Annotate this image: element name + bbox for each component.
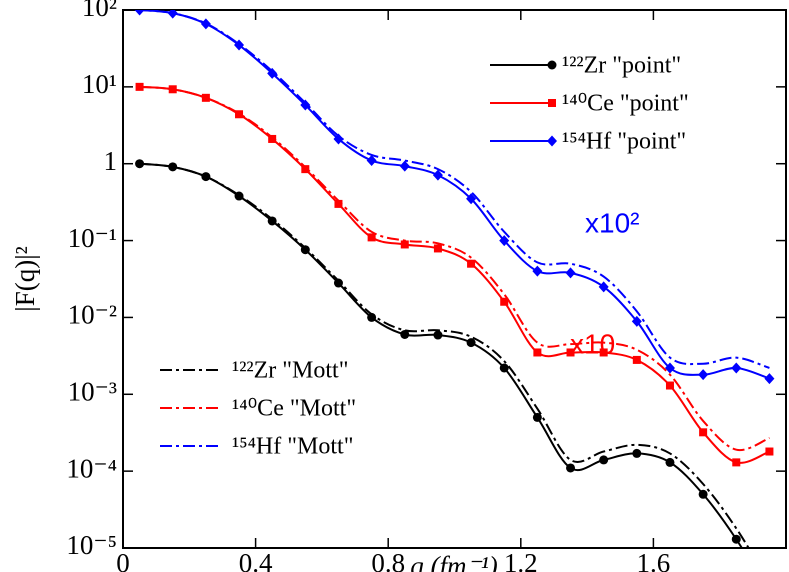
marker bbox=[731, 362, 742, 374]
marker bbox=[234, 39, 245, 51]
marker bbox=[433, 244, 442, 253]
marker bbox=[499, 235, 510, 247]
x-tick-label: 0 bbox=[116, 548, 130, 572]
legend-label: ¹²²Zr "Mott" bbox=[232, 358, 349, 384]
marker bbox=[699, 428, 708, 437]
marker bbox=[664, 362, 675, 374]
marker bbox=[400, 240, 409, 249]
marker bbox=[333, 278, 343, 288]
marker bbox=[566, 463, 576, 473]
marker bbox=[333, 133, 344, 145]
marker bbox=[547, 135, 557, 147]
marker bbox=[632, 448, 642, 458]
marker bbox=[467, 259, 476, 268]
y-axis-label: |F(q)|² bbox=[10, 246, 40, 311]
legend-label: ¹²²Zr "point" bbox=[562, 53, 681, 79]
marker bbox=[565, 267, 576, 279]
marker bbox=[599, 455, 609, 465]
marker bbox=[665, 457, 675, 467]
legend-label: ¹⁵⁴Hf "point" bbox=[562, 129, 686, 155]
marker bbox=[134, 10, 145, 16]
marker bbox=[532, 265, 543, 277]
marker bbox=[466, 193, 477, 205]
marker bbox=[632, 355, 641, 364]
marker bbox=[548, 99, 556, 107]
marker bbox=[665, 381, 674, 390]
plot-area bbox=[134, 10, 775, 548]
y-tick-label: 10⁻¹ bbox=[68, 223, 117, 253]
marker bbox=[764, 373, 775, 385]
y-tick-label: 10⁻² bbox=[68, 300, 117, 330]
x-tick-label: 0.8 bbox=[371, 548, 405, 572]
marker bbox=[731, 534, 741, 544]
y-tick-label: 10⁻³ bbox=[68, 376, 117, 406]
marker bbox=[200, 18, 211, 30]
legend-label: ¹⁵⁴Hf "Mott" bbox=[232, 434, 354, 460]
marker bbox=[300, 245, 310, 255]
series-line bbox=[139, 162, 750, 548]
marker bbox=[399, 160, 410, 172]
plot-frame bbox=[122, 9, 787, 549]
marker bbox=[533, 348, 542, 357]
legend-label: ¹⁴⁰Ce "point" bbox=[562, 91, 689, 117]
marker bbox=[432, 169, 443, 181]
marker bbox=[201, 172, 211, 182]
y-tick-label: 10² bbox=[82, 0, 117, 22]
marker bbox=[765, 447, 774, 456]
marker bbox=[566, 348, 575, 357]
marker bbox=[547, 60, 557, 70]
marker bbox=[267, 67, 278, 79]
x-tick-label: 1.6 bbox=[637, 548, 671, 572]
y-tick-label: 10⁻⁴ bbox=[66, 453, 117, 483]
marker bbox=[532, 412, 542, 422]
marker bbox=[301, 165, 310, 174]
marker bbox=[267, 216, 277, 226]
marker bbox=[466, 338, 476, 348]
y-tick-label: 10⁻⁵ bbox=[66, 530, 117, 560]
x-axis-label: q (fm⁻¹) bbox=[410, 551, 498, 572]
annotation: x10² bbox=[585, 207, 639, 238]
marker bbox=[268, 134, 277, 143]
x-tick-label: 1.2 bbox=[504, 548, 538, 572]
marker bbox=[500, 297, 509, 306]
marker bbox=[235, 110, 244, 119]
marker bbox=[400, 329, 410, 339]
marker bbox=[698, 489, 708, 499]
marker bbox=[300, 99, 311, 111]
series-line bbox=[139, 10, 770, 369]
marker bbox=[334, 199, 343, 208]
y-tick-label: 1 bbox=[104, 146, 118, 176]
y-tick-label: 10¹ bbox=[82, 69, 117, 99]
marker bbox=[367, 233, 376, 242]
marker bbox=[631, 315, 642, 327]
marker bbox=[366, 155, 377, 167]
marker bbox=[599, 348, 608, 357]
marker bbox=[201, 93, 210, 102]
marker bbox=[732, 458, 741, 467]
marker bbox=[698, 369, 709, 381]
marker bbox=[433, 330, 443, 340]
marker bbox=[499, 363, 509, 373]
legend-label: ¹⁴⁰Ce "Mott" bbox=[232, 396, 356, 422]
x-tick-label: 0.4 bbox=[239, 548, 273, 572]
marker bbox=[598, 281, 609, 293]
